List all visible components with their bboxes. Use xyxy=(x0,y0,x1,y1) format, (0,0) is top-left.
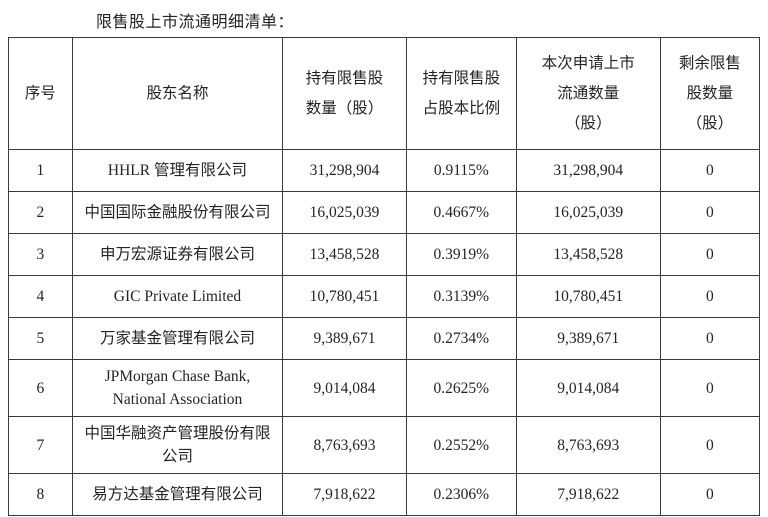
cell-name: 中国国际金融股份有限公司 xyxy=(71,191,284,234)
cell-ratio: 0.2625% xyxy=(406,359,517,417)
cell-remaining: 0 xyxy=(659,191,761,234)
column-header-index: 序号 xyxy=(8,37,73,150)
table-row: 1 HHLR 管理有限公司 31,298,904 0.9115% 31,298,904 0 xyxy=(8,149,761,192)
cell-listed: 9,389,671 xyxy=(515,317,661,360)
cell-held: 9,389,671 xyxy=(282,317,407,360)
cell-ratio: 0.9115% xyxy=(406,149,517,192)
column-header-ratio: 持有限售股占股本比例 xyxy=(406,37,517,150)
cell-name: 易方达基金管理有限公司 xyxy=(71,473,284,516)
cell-ratio: 0.2552% xyxy=(406,416,517,474)
column-header-line: 序号 xyxy=(24,84,56,102)
restricted-shares-table: 序号 股东名称 持有限售股 数量（股） 持有限售股 占股本比例 本次申请上市 流通数量 （股）剩… xyxy=(8,37,761,516)
cell-listed: 16,025,039 xyxy=(515,191,661,234)
column-header-line: 流通数量 xyxy=(557,84,620,102)
cell-remaining: 0 xyxy=(659,473,761,516)
column-header-line: （股） xyxy=(564,114,612,132)
cell-index: 6 xyxy=(8,359,73,417)
cell-index: 2 xyxy=(8,191,73,234)
cell-remaining: 0 xyxy=(659,416,761,474)
cell-held: 10,780,451 xyxy=(282,275,407,318)
table-row: 8 易方达基金管理有限公司 7,918,622 0.2306% 7,918,622 0 xyxy=(8,473,761,516)
column-header-line: 持有限售股 xyxy=(305,69,384,87)
column-header-name: 股东名称 xyxy=(71,37,284,150)
column-header-line: 股东名称 xyxy=(146,84,209,102)
cell-held: 7,918,622 xyxy=(282,473,407,516)
cell-name: HHLR 管理有限公司 xyxy=(71,149,284,192)
cell-name: 中国华融资产管理股份有限公司 xyxy=(71,416,284,474)
column-header-line: 占股本比例 xyxy=(422,99,501,117)
column-header-held: 持有限售股数量（股） xyxy=(282,37,407,150)
table-row: 2 中国国际金融股份有限公司 16,025,039 0.4667% 16,025,039… xyxy=(8,191,761,234)
cell-index: 5 xyxy=(8,317,73,360)
cell-held: 13,458,528 xyxy=(282,233,407,276)
column-header-listed: 本次申请上市 流通数量 （股） xyxy=(515,37,661,150)
cell-index: 7 xyxy=(8,416,73,474)
cell-held: 16,025,039 xyxy=(282,191,407,234)
cell-index: 8 xyxy=(8,473,73,516)
cell-ratio: 0.2306% xyxy=(406,473,517,516)
column-header-line: 股数量 xyxy=(686,84,734,102)
page-title: 限售股上市流通明细清单： xyxy=(96,14,295,31)
cell-index: 1 xyxy=(8,149,73,192)
cell-index: 3 xyxy=(8,233,73,276)
column-header-line: 持有限售股 xyxy=(422,69,501,87)
table-row: 3 申万宏源证券有限公司 13,458,528 0.3919% 13,458,528 0 xyxy=(8,233,761,276)
table-row: 4 GIC Private Limited 10,780,451 0.3139% 10,… xyxy=(8,275,761,318)
cell-held: 8,763,693 xyxy=(282,416,407,474)
cell-listed: 31,298,904 xyxy=(515,149,661,192)
cell-remaining: 0 xyxy=(659,233,761,276)
cell-remaining: 0 xyxy=(659,149,761,192)
cell-remaining: 0 xyxy=(659,359,761,417)
table-body: 1 HHLR 管理有限公司 31,298,904 0.9115% 31,298,904 0… xyxy=(8,149,761,516)
table-row: 6 JPMorgan Chase Bank, National Associati… xyxy=(8,359,761,417)
cell-held: 9,014,084 xyxy=(282,359,407,417)
column-header-line: （股） xyxy=(686,114,734,132)
cell-listed: 7,918,622 xyxy=(515,473,661,516)
column-header-line: 剩余限售 xyxy=(678,54,741,72)
cell-ratio: 0.3139% xyxy=(406,275,517,318)
column-header-line: 数量（股） xyxy=(305,99,384,117)
cell-name: JPMorgan Chase Bank, National Associatio… xyxy=(71,359,284,417)
cell-listed: 13,458,528 xyxy=(515,233,661,276)
table-header-row: 序号 股东名称 持有限售股 数量（股） 持有限售股 占股本比例 本次申请上市 流通数量 （股）剩… xyxy=(8,37,761,150)
column-header-remaining: 剩余限售股数量 （股） xyxy=(659,37,761,150)
cell-held: 31,298,904 xyxy=(282,149,407,192)
cell-ratio: 0.4667% xyxy=(406,191,517,234)
cell-index: 4 xyxy=(8,275,73,318)
cell-listed: 10,780,451 xyxy=(515,275,661,318)
cell-remaining: 0 xyxy=(659,317,761,360)
cell-name: 申万宏源证券有限公司 xyxy=(71,233,284,276)
cell-listed: 9,014,084 xyxy=(515,359,661,417)
cell-ratio: 0.3919% xyxy=(406,233,517,276)
cell-ratio: 0.2734% xyxy=(406,317,517,360)
cell-name: GIC Private Limited xyxy=(71,275,284,318)
column-header-line: 本次申请上市 xyxy=(541,54,635,72)
cell-name: 万家基金管理有限公司 xyxy=(71,317,284,360)
table-row: 7 中国华融资产管理股份有限公司 8,763,693 0.2552% 8,763,693… xyxy=(8,416,761,474)
cell-remaining: 0 xyxy=(659,275,761,318)
table-row: 5 万家基金管理有限公司 9,389,671 0.2734% 9,389,671 0 xyxy=(8,317,761,360)
cell-listed: 8,763,693 xyxy=(515,416,661,474)
